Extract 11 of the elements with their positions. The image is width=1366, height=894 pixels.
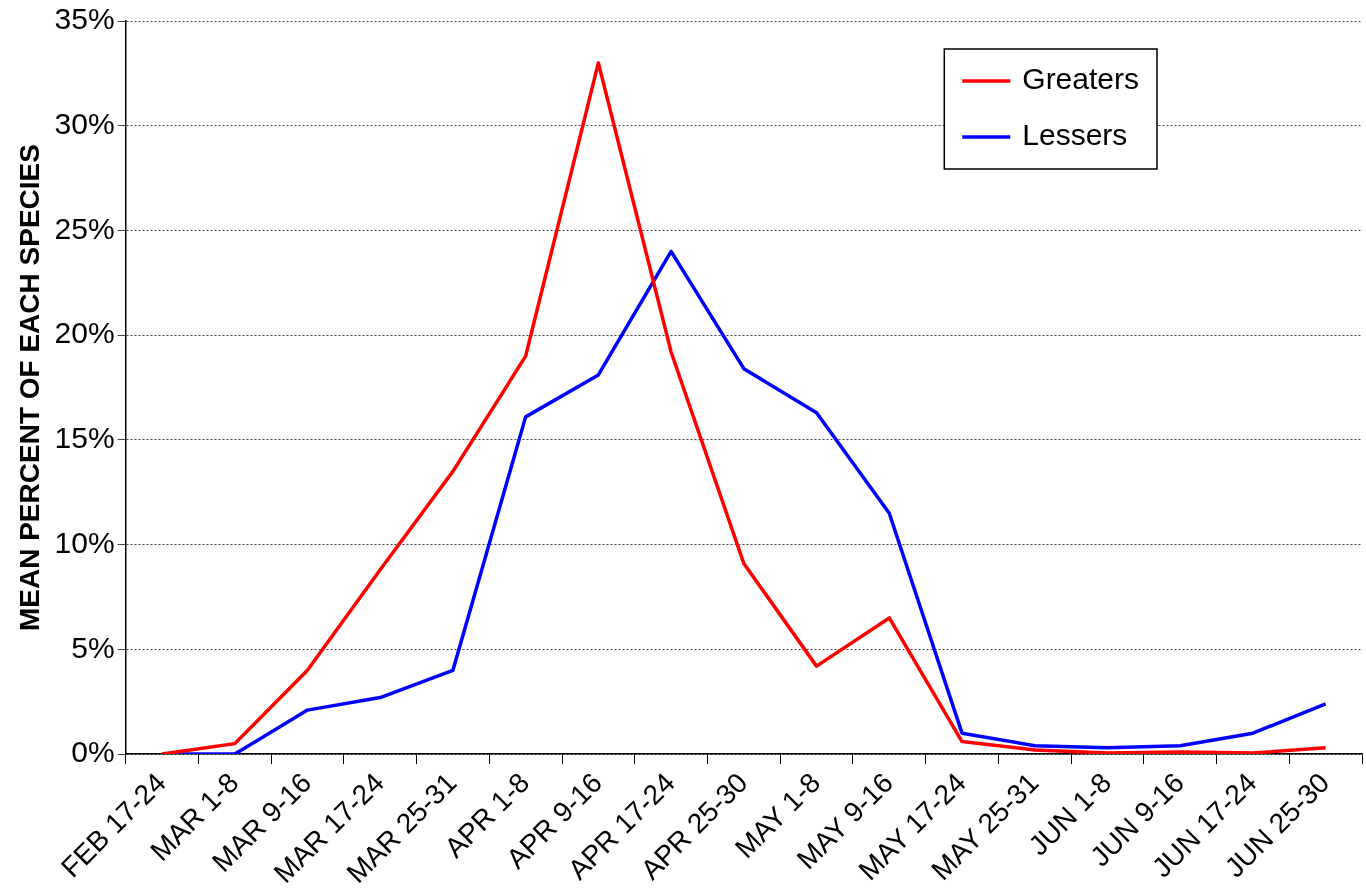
y-tick-label: 20% — [54, 316, 115, 350]
y-tick-label: 0% — [71, 735, 115, 769]
legend-label: Greaters — [1022, 62, 1140, 96]
y-tick-label: 15% — [54, 421, 115, 455]
y-tick-label: 30% — [54, 106, 115, 140]
y-tick-label: 25% — [54, 211, 115, 245]
y-tick-label: 35% — [54, 2, 115, 36]
y-tick-label: 10% — [54, 525, 115, 559]
legend-label: Lessers — [1022, 118, 1128, 152]
y-axis-title: MEAN PERCENT OF EACH SPECIES — [13, 144, 45, 632]
y-tick-label: 5% — [71, 630, 115, 664]
